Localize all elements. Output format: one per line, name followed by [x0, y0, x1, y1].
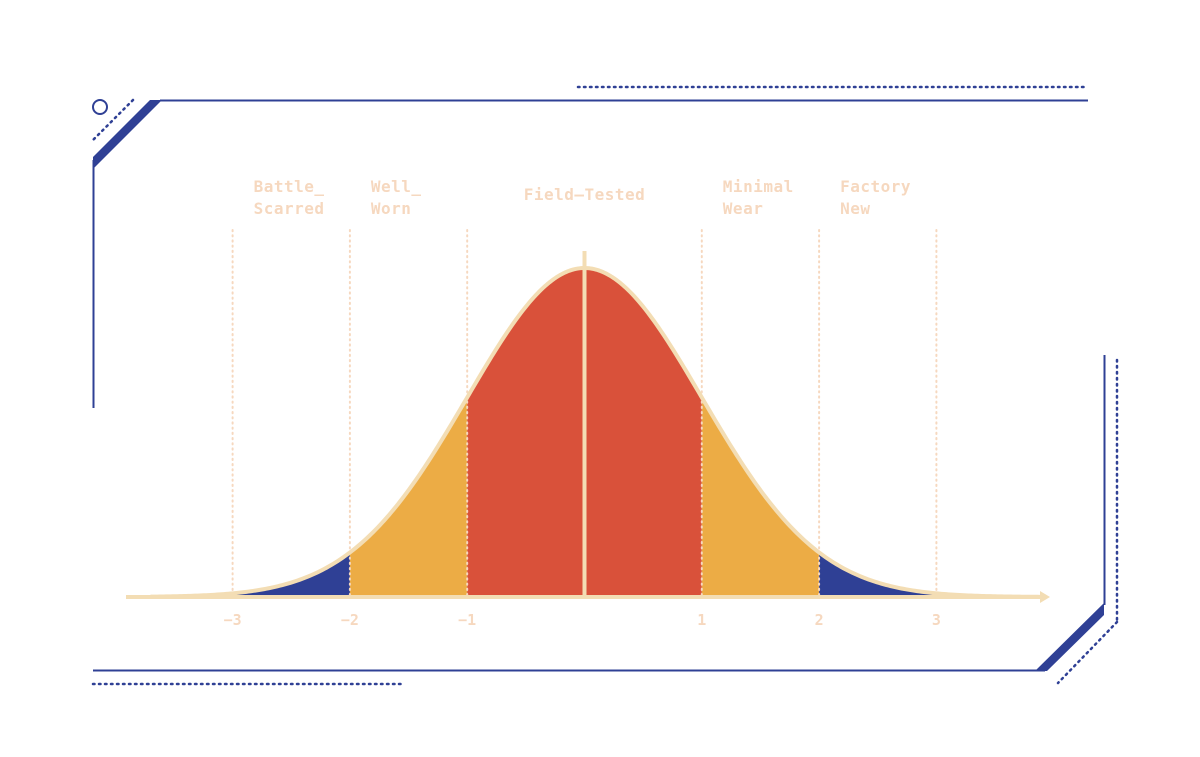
tick-label-minus-2: −2 — [341, 611, 359, 629]
zone-label-line: Worn — [370, 199, 412, 218]
zone-label: Factory New — [840, 176, 911, 220]
frame-dotted-corner-top-left — [90, 98, 135, 143]
tick-label-3: 3 — [932, 611, 941, 629]
tick-label-minus-1: −1 — [458, 611, 476, 629]
normal-curve-line — [150, 266, 1042, 599]
zone-label-line: Factory — [840, 177, 912, 196]
zone-label-line: Battle_ — [253, 177, 325, 196]
frame-dotted-corner-bottom-right — [1056, 620, 1119, 685]
zone-label-line: Minimal — [722, 177, 794, 196]
tick-labels: −3 −2 −1 1 2 3 — [224, 611, 941, 629]
zone-label-line: New — [840, 199, 871, 218]
zone-label: Battle_ Scarred — [254, 176, 325, 220]
decorative-frame — [90, 85, 1119, 686]
zone-label: Field—Tested — [524, 184, 646, 206]
frame-corner-stripe-top-left — [93, 100, 162, 169]
gridlines — [231, 229, 938, 598]
zone-label-line: Well_ — [370, 177, 422, 196]
zone-label: Well_ Worn — [371, 176, 422, 220]
frame-ring-icon — [92, 99, 108, 115]
band-right-tail — [819, 552, 937, 597]
tick-label-minus-3: −3 — [224, 611, 242, 629]
frame-corner-stripe-bottom-right — [1035, 603, 1104, 671]
zone-label-line: Wear — [722, 199, 764, 218]
zone-label-line: Scarred — [253, 199, 325, 218]
tick-label-1: 1 — [697, 611, 706, 629]
tick-label-2: 2 — [815, 611, 824, 629]
zone-label: Minimal Wear — [723, 176, 794, 220]
zone-label-line: Field—Tested — [523, 185, 646, 204]
x-axis-arrow-icon — [1040, 591, 1050, 603]
band-left-tail — [232, 552, 350, 597]
